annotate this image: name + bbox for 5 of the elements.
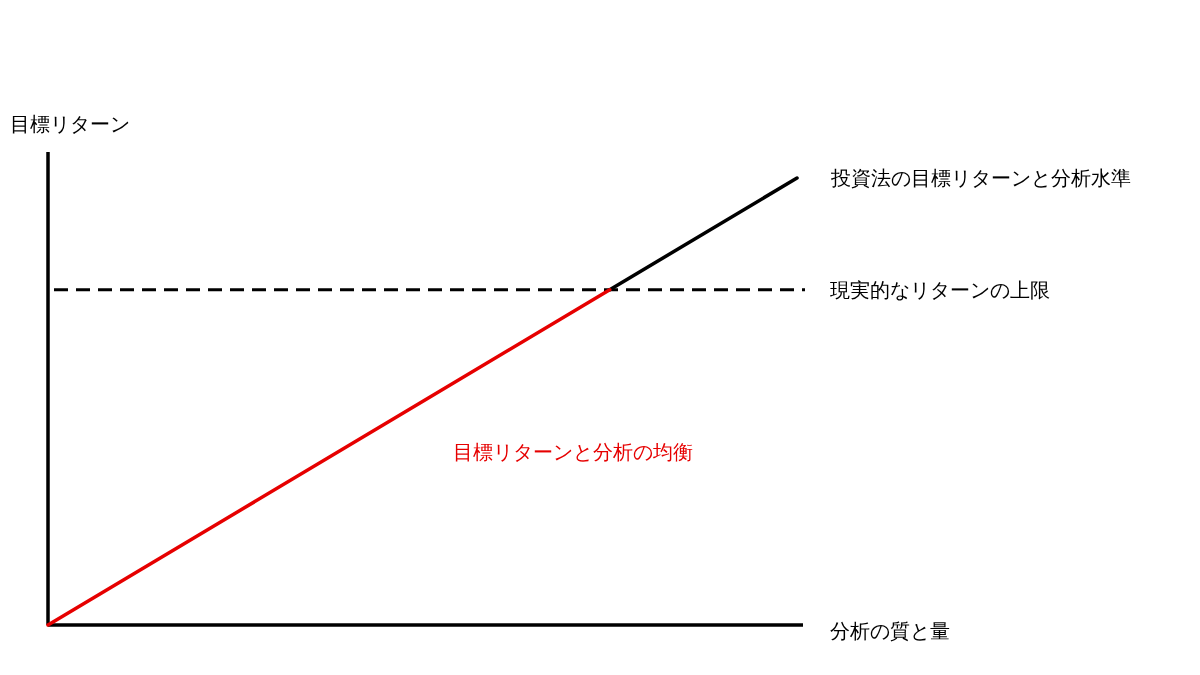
ref-line-label: 現実的なリターンの上限 — [830, 277, 1050, 302]
text: 目標リターンと分析の均衡 — [452, 439, 693, 464]
x-axis-title: 分析の質と量 — [830, 619, 950, 643]
y-axis-title: 目標リターン — [10, 112, 130, 136]
series-label: 投資法の目標リターンと分析水準 — [830, 166, 1131, 190]
